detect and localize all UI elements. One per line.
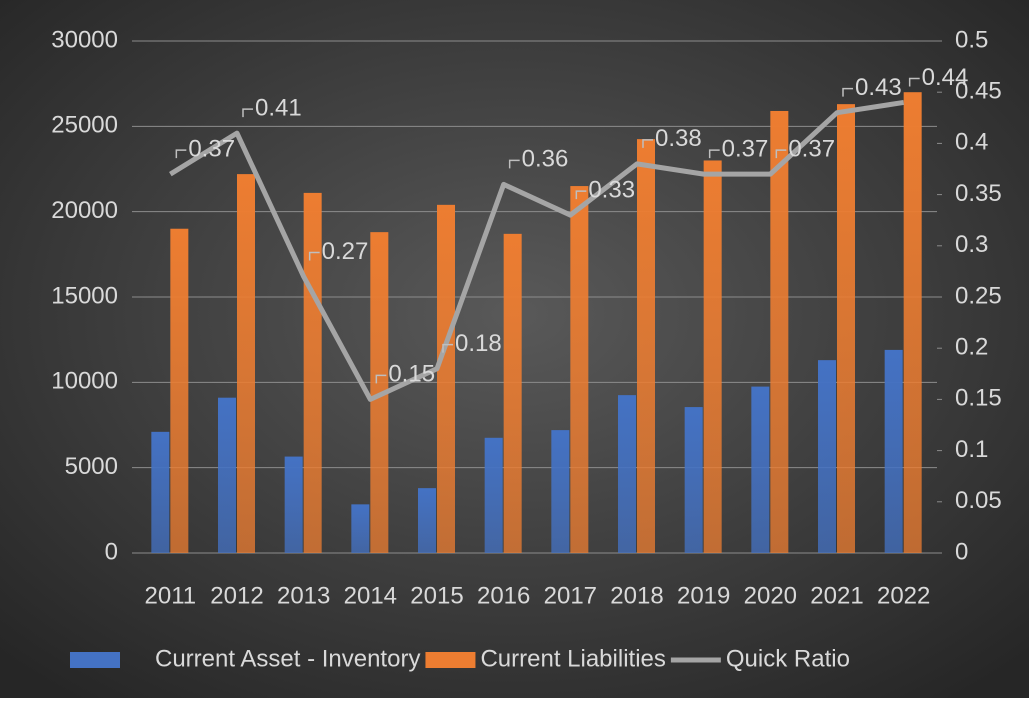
- y-tick-label: 25000: [51, 112, 118, 139]
- data-label: 0.37: [722, 135, 769, 162]
- data-label: 0.41: [255, 95, 302, 122]
- line: [169, 99, 905, 402]
- x-tick-label: 2015: [410, 582, 463, 609]
- data-label: 0.36: [522, 146, 569, 173]
- x-tick-label: 2022: [877, 582, 930, 609]
- data-label: 0.33: [588, 176, 635, 203]
- y-tick-label: 15000: [51, 282, 118, 309]
- x-tick-label: 2021: [810, 582, 863, 609]
- x-tick-label: 2019: [677, 582, 730, 609]
- bar: [751, 386, 770, 553]
- bar: [503, 233, 522, 553]
- x-tick-label: 2018: [610, 582, 663, 609]
- bar: [170, 228, 189, 553]
- y2-tick-label: 0.2: [955, 334, 988, 361]
- leader-line: [775, 149, 787, 159]
- bar: [284, 456, 303, 553]
- bar: [903, 92, 922, 553]
- y2-tick-label: 0.15: [955, 385, 1002, 412]
- y-tick-label: 30000: [51, 26, 118, 53]
- bar: [237, 174, 255, 553]
- bar: [884, 349, 903, 553]
- legend-label: Current Asset - Inventory: [155, 645, 420, 672]
- y2-tick-label: 0.25: [955, 282, 1002, 309]
- data-label: 0.37: [188, 135, 235, 162]
- leader-line: [908, 77, 920, 87]
- legend-label: Quick Ratio: [726, 645, 850, 672]
- bar: [570, 186, 589, 554]
- data-label: 0.43: [855, 74, 902, 101]
- bar: [484, 437, 503, 553]
- y2-tick-label: 0.35: [955, 180, 1002, 207]
- leader-line: [308, 251, 320, 261]
- data-label: 0.15: [388, 361, 435, 388]
- x-tick-label: 2011: [145, 582, 197, 609]
- bar: [418, 488, 436, 553]
- data-label: 0.38: [655, 125, 702, 152]
- x-tick-label: 2017: [544, 582, 597, 609]
- leader-line: [175, 149, 187, 159]
- leader-line: [642, 139, 653, 148]
- bar: [437, 204, 455, 553]
- y-tick-label: 20000: [51, 197, 118, 224]
- x-tick-label: 2013: [277, 582, 330, 609]
- x-tick-label: 2020: [744, 582, 797, 609]
- bar: [303, 192, 322, 554]
- y2-tick-label: 0.4: [955, 129, 988, 156]
- bar: [351, 504, 370, 553]
- bar: [770, 110, 789, 554]
- data-label: 0.18: [455, 330, 502, 357]
- bar: [818, 360, 836, 553]
- leader-line: [442, 343, 453, 353]
- y2-tick-label: 0.5: [955, 26, 988, 53]
- leader-line: [575, 190, 587, 200]
- y2-tick-label: 0.3: [955, 231, 988, 258]
- bar: [218, 397, 236, 553]
- bar: [684, 407, 703, 553]
- data-label: 0.44: [922, 64, 969, 91]
- bar: [703, 160, 722, 553]
- leader-line: [242, 108, 253, 118]
- bar: [618, 395, 636, 553]
- y-tick-label: 0: [105, 538, 118, 565]
- leader-line: [375, 374, 387, 384]
- bar: [837, 104, 855, 553]
- y-tick-label: 10000: [51, 368, 118, 395]
- y2-tick-label: 0.05: [955, 487, 1002, 514]
- legend-swatch: [425, 652, 476, 668]
- y2-tick-label: 0: [955, 538, 968, 565]
- bar: [551, 430, 570, 553]
- x-tick-label: 2012: [210, 582, 263, 609]
- x-tick-label: 2014: [344, 582, 397, 609]
- legend-label: Current Liabilities: [480, 645, 665, 672]
- y2-tick-label: 0.45: [955, 78, 1002, 105]
- legend-swatch: [70, 652, 120, 668]
- x-tick-label: 2016: [477, 582, 530, 609]
- leader-line: [508, 159, 520, 169]
- y-tick-label: 5000: [65, 453, 118, 480]
- bar: [637, 139, 655, 553]
- bar: [151, 431, 170, 553]
- data-label: 0.27: [322, 238, 369, 265]
- leader-line: [708, 149, 720, 159]
- y2-tick-label: 0.1: [955, 436, 988, 463]
- leader-line: [842, 87, 853, 97]
- data-label: 0.37: [788, 135, 835, 162]
